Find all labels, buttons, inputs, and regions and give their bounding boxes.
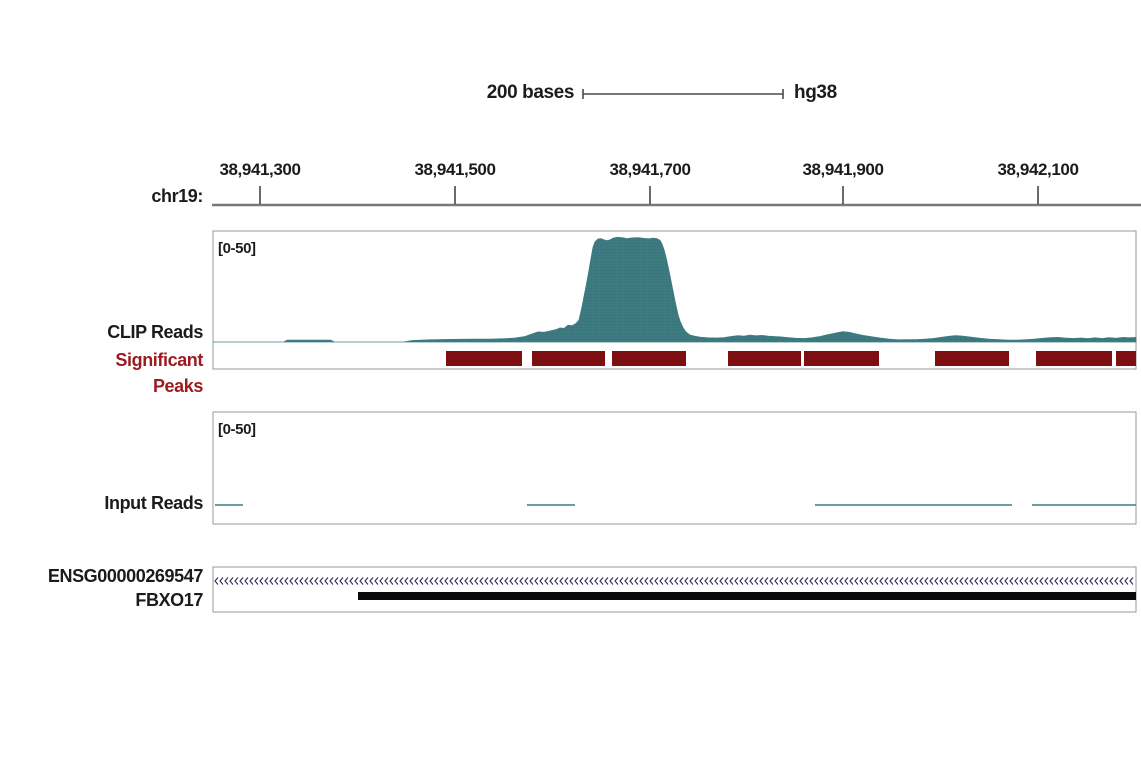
ruler-tick-label: 38,941,500 xyxy=(414,160,496,179)
clip-track-range-label: [0-50] xyxy=(218,240,256,257)
ruler-tick-label: 38,942,100 xyxy=(997,160,1079,179)
significant-peaks-track-label-line1: Significant xyxy=(115,350,203,370)
ruler-tick-label: 38,941,900 xyxy=(802,160,884,179)
scale-bar-label: 200 bases xyxy=(486,82,575,103)
gene-id-label: ENSG00000269547 xyxy=(47,566,204,586)
ruler-tick-label: 38,941,300 xyxy=(219,160,301,179)
chromosome-label: chr19: xyxy=(151,186,203,206)
assembly-label: hg38 xyxy=(794,82,837,103)
input-track-range-label: [0-50] xyxy=(218,421,256,438)
significant-peaks-track-label-line2: Peaks xyxy=(152,376,203,396)
clip-reads-track-label: CLIP Reads xyxy=(107,322,203,342)
input-reads-track-label: Input Reads xyxy=(104,493,203,513)
ruler-tick-label: 38,941,700 xyxy=(609,160,691,179)
gene-name-label: FBXO17 xyxy=(135,590,203,610)
